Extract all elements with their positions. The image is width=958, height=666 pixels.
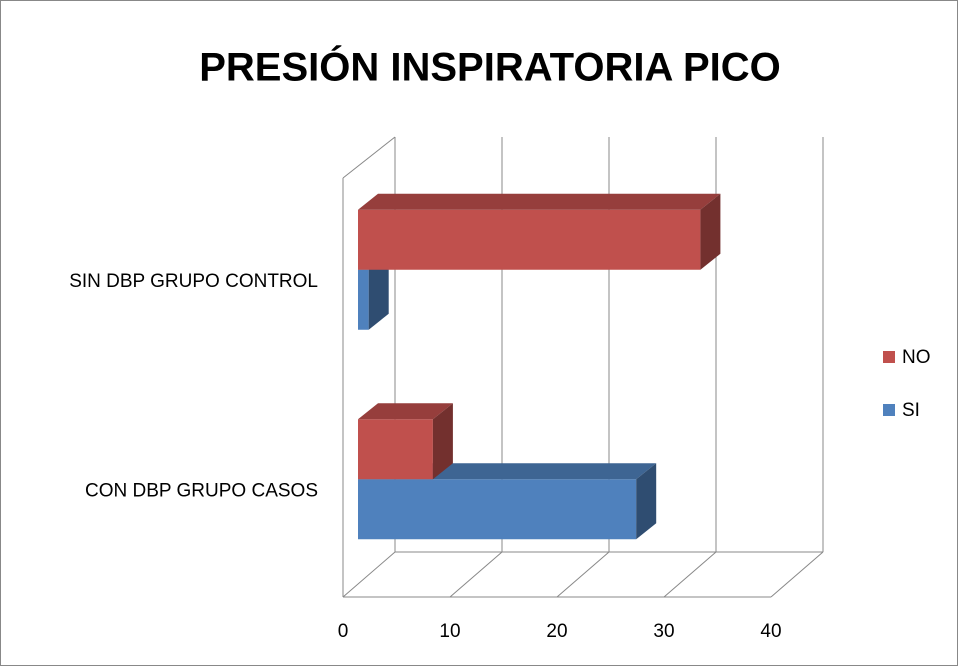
bar-side xyxy=(636,463,657,540)
chart-title: PRESIÓN INSPIRATORIA PICO xyxy=(199,44,781,90)
grid-line xyxy=(770,551,824,598)
bar xyxy=(358,419,433,480)
grid-line xyxy=(663,551,717,598)
grid-line xyxy=(556,551,610,598)
legend-swatch xyxy=(883,351,895,363)
y-tick-label: CON DBP GRUPO CASOS xyxy=(85,480,318,501)
x-tick-label: 10 xyxy=(439,621,460,642)
legend-swatch xyxy=(883,404,895,416)
bar xyxy=(358,269,369,330)
bar-top xyxy=(358,403,453,420)
legend-label: NO xyxy=(902,347,931,368)
x-tick-label: 0 xyxy=(338,621,349,642)
grid-line xyxy=(449,551,503,598)
bar xyxy=(358,479,637,540)
grid-line xyxy=(342,551,396,598)
left-wall xyxy=(342,136,396,179)
x-tick-label: 20 xyxy=(546,621,567,642)
bar xyxy=(358,209,701,270)
bar-top xyxy=(358,193,721,210)
x-tick-label: 30 xyxy=(653,621,674,642)
y-tick-label: SIN DBP GRUPO CONTROL xyxy=(69,271,318,292)
x-tick-label: 40 xyxy=(760,621,781,642)
bar-side xyxy=(700,193,721,270)
bar-side xyxy=(432,403,453,480)
legend-label: SI xyxy=(902,400,920,421)
bar-side xyxy=(368,253,389,330)
